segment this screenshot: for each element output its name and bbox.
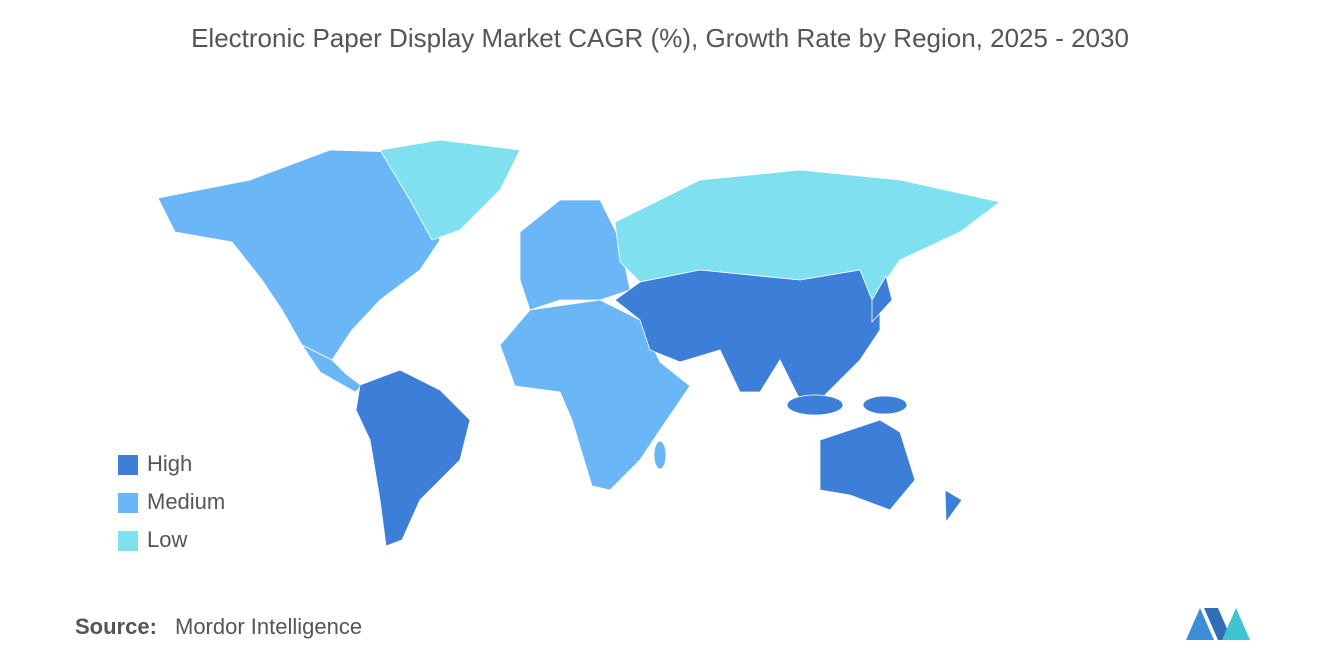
new-guinea bbox=[862, 395, 908, 415]
legend: High Medium Low bbox=[118, 451, 225, 552]
australia bbox=[819, 419, 916, 511]
title: Electronic Paper Display Market CAGR (%)… bbox=[191, 23, 1129, 53]
legend-label: Low bbox=[147, 527, 187, 552]
logo bbox=[1186, 608, 1250, 640]
legend-swatch bbox=[118, 531, 138, 551]
japan bbox=[871, 274, 893, 324]
source-label: Source: bbox=[75, 614, 157, 639]
south-america bbox=[355, 369, 471, 547]
source-text: Mordor Intelligence bbox=[175, 614, 362, 639]
africa bbox=[499, 299, 691, 491]
north-america bbox=[157, 149, 441, 361]
legend-swatch bbox=[118, 455, 138, 475]
world-map bbox=[157, 139, 1001, 547]
europe bbox=[519, 199, 631, 311]
greenland bbox=[379, 139, 521, 241]
madagascar bbox=[653, 440, 667, 470]
indonesia bbox=[786, 394, 844, 416]
new-zealand bbox=[944, 489, 963, 524]
legend-label: High bbox=[147, 451, 192, 476]
legend-label: Medium bbox=[147, 489, 225, 514]
legend-swatch bbox=[118, 493, 138, 513]
